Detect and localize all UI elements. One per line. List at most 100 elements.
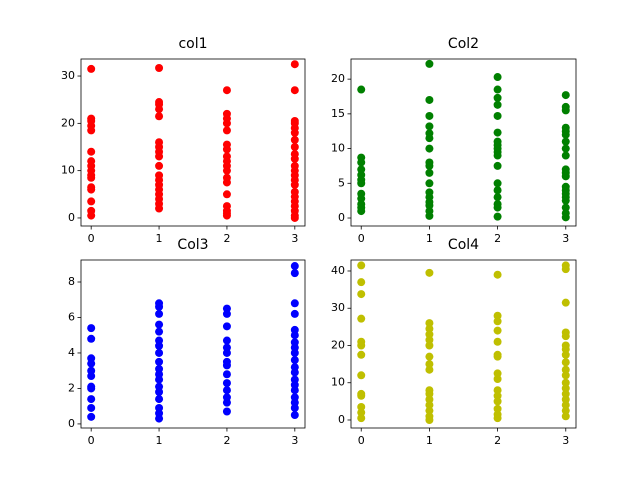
point [222, 178, 231, 187]
point [425, 395, 434, 404]
point [425, 168, 434, 177]
y-tick-label: 20 [61, 116, 75, 129]
point [561, 172, 570, 181]
x-tick-label: 2 [223, 434, 230, 447]
point [425, 319, 434, 328]
point [425, 324, 434, 333]
point [290, 309, 299, 318]
point [425, 111, 434, 120]
point [155, 375, 164, 384]
point [222, 322, 231, 331]
point [87, 334, 96, 343]
point [561, 137, 570, 146]
point [493, 179, 502, 188]
point [222, 379, 231, 388]
point [493, 375, 502, 384]
point [222, 166, 231, 175]
y-tick-label: 8 [68, 275, 75, 288]
point [493, 193, 502, 202]
x-tick-label: 0 [88, 434, 95, 447]
point [561, 345, 570, 354]
point [87, 372, 96, 381]
point [493, 151, 502, 160]
point [561, 106, 570, 115]
point [87, 197, 96, 206]
point [290, 60, 299, 69]
axes-frame [350, 58, 577, 227]
point [357, 341, 366, 350]
point [155, 152, 164, 161]
point [290, 386, 299, 395]
point [425, 211, 434, 220]
point [493, 270, 502, 279]
point [561, 298, 570, 307]
point [357, 350, 366, 359]
y-tick-label: 30 [331, 301, 345, 314]
point [425, 179, 434, 188]
point [290, 86, 299, 95]
x-tick-label: 0 [88, 232, 95, 245]
point [290, 348, 299, 357]
point [493, 414, 502, 423]
y-tick-label: 30 [61, 69, 75, 82]
point [155, 348, 164, 357]
point [87, 173, 96, 182]
point [493, 128, 502, 137]
point [425, 59, 434, 68]
point [290, 331, 299, 340]
y-tick-label: 4 [68, 346, 75, 359]
subplot-title: Col3 [177, 237, 208, 253]
x-tick-label: 3 [291, 232, 298, 245]
point [155, 341, 164, 350]
point [290, 356, 299, 365]
point [425, 95, 434, 104]
point [493, 397, 502, 406]
point [561, 406, 570, 415]
point [87, 412, 96, 421]
x-tick-label: 3 [291, 434, 298, 447]
point [425, 330, 434, 339]
x-tick-label: 0 [358, 434, 365, 447]
point [493, 326, 502, 335]
y-tick-label: 0 [68, 417, 75, 430]
point [222, 348, 231, 357]
x-tick-label: 2 [494, 434, 501, 447]
point [222, 211, 231, 220]
point [493, 186, 502, 195]
point [290, 128, 299, 137]
point [155, 309, 164, 318]
point [357, 314, 366, 323]
x-tick-label: 0 [358, 232, 365, 245]
point [222, 119, 231, 128]
point [561, 389, 570, 398]
point [561, 401, 570, 410]
point [425, 122, 434, 131]
point [493, 404, 502, 413]
point [561, 91, 570, 100]
y-tick-label: 20 [331, 338, 345, 351]
point [425, 389, 434, 398]
point [222, 309, 231, 318]
point [561, 395, 570, 404]
point [493, 85, 502, 94]
point [155, 204, 164, 213]
point [357, 261, 366, 270]
point [357, 85, 366, 94]
point [425, 415, 434, 424]
point [561, 151, 570, 160]
point [561, 203, 570, 212]
point [425, 401, 434, 410]
point [222, 336, 231, 345]
point [87, 64, 96, 73]
point [222, 190, 231, 199]
point [493, 337, 502, 346]
point [357, 278, 366, 287]
axes-frame [80, 58, 306, 227]
y-tick-label: 10 [61, 164, 75, 177]
point [493, 391, 502, 400]
point [357, 194, 366, 203]
y-tick-label: 5 [338, 176, 345, 189]
axes-frame [350, 259, 577, 429]
point [222, 407, 231, 416]
